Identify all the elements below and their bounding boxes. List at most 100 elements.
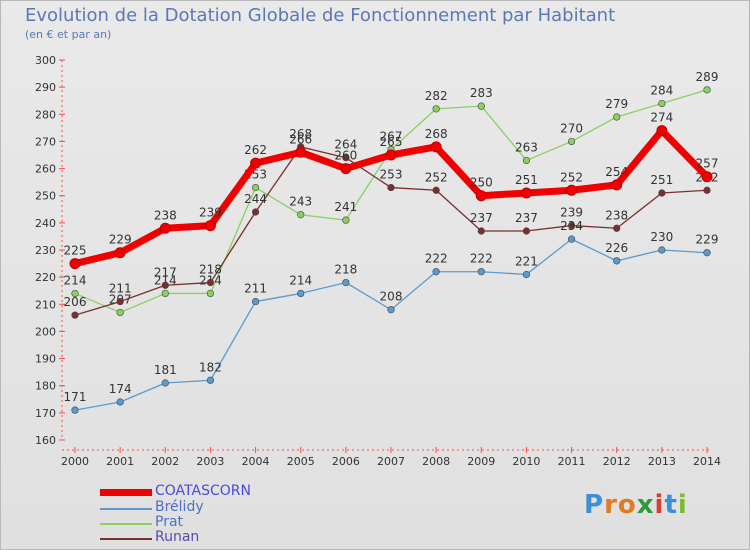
data-point	[342, 216, 350, 224]
data-label: 174	[109, 382, 132, 396]
data-point	[342, 278, 350, 287]
data-point	[71, 311, 79, 319]
data-point	[477, 227, 485, 235]
data-label: 283	[470, 86, 493, 100]
y-tick-label: 280	[35, 108, 56, 121]
data-label: 243	[289, 195, 312, 209]
data-point	[385, 149, 397, 161]
y-tick-label: 210	[35, 298, 56, 311]
data-label: 230	[650, 230, 673, 244]
data-point	[701, 171, 713, 183]
data-label: 218	[334, 263, 357, 277]
data-point	[69, 258, 81, 270]
data-label: 279	[605, 97, 628, 111]
chart-subtitle: (en € et par an)	[25, 28, 112, 41]
data-label: 266	[289, 132, 312, 146]
data-point	[432, 105, 440, 113]
data-label: 239	[560, 206, 583, 220]
legend-swatch	[100, 523, 152, 525]
x-tick-label: 2009	[467, 455, 495, 468]
data-label: 206	[64, 295, 87, 309]
y-tick-label: 180	[35, 380, 56, 393]
data-point	[71, 406, 79, 414]
legend-label: Runan	[155, 529, 200, 545]
data-point	[656, 125, 668, 137]
logo-letter: r	[604, 490, 618, 520]
data-label: 251	[515, 173, 538, 187]
data-label: 241	[334, 200, 357, 214]
data-label: 268	[425, 127, 448, 141]
data-point	[295, 146, 307, 158]
data-point	[251, 297, 260, 306]
data-point	[703, 186, 711, 194]
data-label: 214	[154, 273, 177, 287]
x-tick-label: 2008	[422, 455, 450, 468]
data-point	[250, 157, 262, 169]
y-tick-label: 190	[35, 353, 56, 366]
data-point	[430, 141, 442, 153]
legend-swatch	[100, 508, 152, 510]
data-label: 182	[199, 360, 222, 374]
data-point	[387, 183, 395, 192]
data-label: 181	[154, 363, 177, 377]
x-tick-label: 2007	[377, 455, 405, 468]
data-point	[251, 183, 260, 192]
x-tick-label: 2006	[332, 455, 360, 468]
logo-letter: o	[617, 490, 637, 520]
data-label: 244	[244, 192, 267, 206]
data-point	[658, 246, 666, 254]
data-label: 211	[244, 282, 267, 296]
data-label: 253	[380, 168, 403, 182]
data-point	[567, 235, 576, 243]
data-label: 265	[380, 135, 403, 149]
data-point	[613, 113, 621, 121]
data-label: 238	[154, 208, 177, 222]
data-point	[475, 190, 487, 202]
data-point	[116, 308, 124, 317]
y-tick-label: 270	[35, 135, 56, 148]
data-point	[432, 186, 440, 194]
data-point	[566, 184, 578, 196]
logo-letter: P	[584, 490, 605, 520]
data-label: 214	[289, 273, 312, 287]
data-point	[297, 289, 305, 298]
data-point	[522, 156, 531, 165]
data-point	[387, 306, 395, 314]
data-point	[611, 179, 623, 191]
data-label: 237	[515, 211, 538, 225]
data-label: 214	[64, 273, 87, 287]
y-tick-label: 300	[35, 54, 56, 67]
data-label: 252	[560, 170, 583, 184]
data-label: 222	[425, 252, 448, 266]
data-label: 208	[380, 290, 403, 304]
chart-title: Evolution de la Dotation Globale de Fonc…	[25, 5, 616, 26]
data-label: 229	[696, 233, 719, 247]
data-point	[432, 268, 440, 276]
legend-label: COATASCORN	[155, 483, 251, 499]
y-tick-label: 220	[35, 271, 56, 284]
y-tick-label: 240	[35, 217, 56, 230]
data-label: 238	[605, 208, 628, 222]
legend-label: Prat	[155, 514, 184, 530]
data-point	[161, 289, 169, 298]
data-point	[658, 99, 666, 108]
x-tick-label: 2010	[512, 455, 540, 468]
logo-letter: t	[664, 490, 678, 520]
data-label: 229	[109, 233, 132, 247]
data-point	[522, 270, 531, 279]
data-label: 211	[109, 282, 132, 296]
y-tick-label: 250	[35, 190, 56, 203]
data-point	[159, 222, 171, 234]
data-point	[613, 224, 621, 232]
x-tick-label: 2014	[693, 455, 721, 468]
data-label: 221	[515, 254, 538, 268]
data-point	[567, 137, 576, 146]
y-tick-label: 160	[35, 434, 56, 447]
data-point	[206, 376, 215, 384]
data-point	[567, 221, 576, 230]
data-label: 226	[605, 241, 628, 255]
data-point	[114, 247, 126, 259]
data-point	[116, 297, 124, 306]
data-point	[477, 268, 485, 276]
